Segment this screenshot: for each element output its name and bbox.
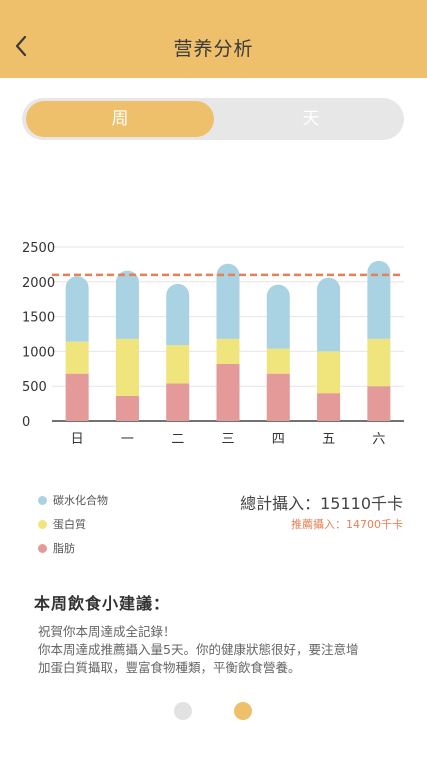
chart-legend: 碳水化合物 蛋白質 脂肪 <box>38 488 108 560</box>
legend-dot-fat <box>38 543 47 553</box>
bar-segment-protein <box>65 341 89 374</box>
advice-line: 加蛋白質攝取，豐富食物種類，平衡飲食營養。 <box>38 660 301 675</box>
page-dot-1[interactable] <box>174 702 192 720</box>
bar-segment-fat <box>367 386 391 421</box>
y-tick-label: 2000 <box>22 276 55 291</box>
legend-item-carbs: 碳水化合物 <box>38 488 108 512</box>
y-tick-label: 500 <box>22 380 47 395</box>
x-tick-label: 日 <box>71 432 84 447</box>
bar-segment-fat <box>266 373 290 421</box>
y-tick-label: 1500 <box>22 311 55 326</box>
x-tick-label: 二 <box>171 432 184 447</box>
bar-segment-protein <box>266 348 290 374</box>
y-tick-label: 1000 <box>22 345 55 360</box>
legend-dot-protein <box>38 519 47 529</box>
total-intake: 總計攝入：15110千卡 <box>240 494 403 513</box>
legend-item-protein: 蛋白質 <box>38 512 108 536</box>
tab-week[interactable]: 周 <box>26 101 214 137</box>
advice-title: 本周飲食小建議： <box>34 594 171 613</box>
legend-label-protein: 蛋白質 <box>53 518 86 531</box>
bar-segment-carbs <box>115 270 139 339</box>
x-tick-label: 六 <box>372 432 385 447</box>
bar-segment-protein <box>367 338 391 387</box>
recommended-intake: 推薦攝入：14700千卡 <box>291 518 403 531</box>
advice-line: 你本周達成推薦攝入量5天。你的健康狀態很好，要注意增 <box>38 642 359 657</box>
bar-segment-carbs <box>367 260 391 339</box>
x-tick-label: 一 <box>121 432 134 447</box>
bar-segment-fat <box>115 395 139 421</box>
page-dot-2[interactable] <box>234 702 252 720</box>
bar-segment-protein <box>317 351 341 394</box>
advice-line: 祝賀你本周達成全記錄！ <box>38 624 176 639</box>
bar-segment-carbs <box>166 283 190 346</box>
y-tick-label: 0 <box>22 415 30 430</box>
chevron-left-icon[interactable] <box>12 34 32 58</box>
bar-segment-carbs <box>216 263 240 339</box>
x-tick-label: 三 <box>221 432 234 447</box>
header-bar: 营养分析 <box>0 0 427 78</box>
x-tick-label: 四 <box>272 432 285 447</box>
legend-item-fat: 脂肪 <box>38 536 108 560</box>
period-toggle: 周 天 <box>22 98 404 140</box>
advice-text: 祝賀你本周達成全記錄！ 你本周達成推薦攝入量5天。你的健康狀態很好，要注意增 加… <box>38 623 398 677</box>
bar-segment-carbs <box>266 284 290 349</box>
bar-segment-fat <box>317 393 341 421</box>
tab-day[interactable]: 天 <box>302 109 320 129</box>
legend-dot-carbs <box>38 495 47 505</box>
bar-segment-protein <box>166 345 190 384</box>
bar-segment-protein <box>216 338 240 364</box>
y-tick-label: 2500 <box>22 241 55 256</box>
nutrition-stacked-bar-chart: 0 500 1000 1500 2000 2500 日 一 二 三 四 五 六 <box>22 241 404 447</box>
bar-segment-protein <box>115 338 139 396</box>
bar-segment-fat <box>166 383 190 421</box>
legend-label-fat: 脂肪 <box>53 542 75 555</box>
x-tick-label: 五 <box>322 432 335 447</box>
bar-segment-fat <box>216 363 240 421</box>
bar-segment-fat <box>65 373 89 421</box>
bar-segment-carbs <box>317 277 341 352</box>
bar-segment-carbs <box>65 276 89 342</box>
page-title: 营养分析 <box>173 38 254 60</box>
legend-label-carbs: 碳水化合物 <box>53 494 108 507</box>
